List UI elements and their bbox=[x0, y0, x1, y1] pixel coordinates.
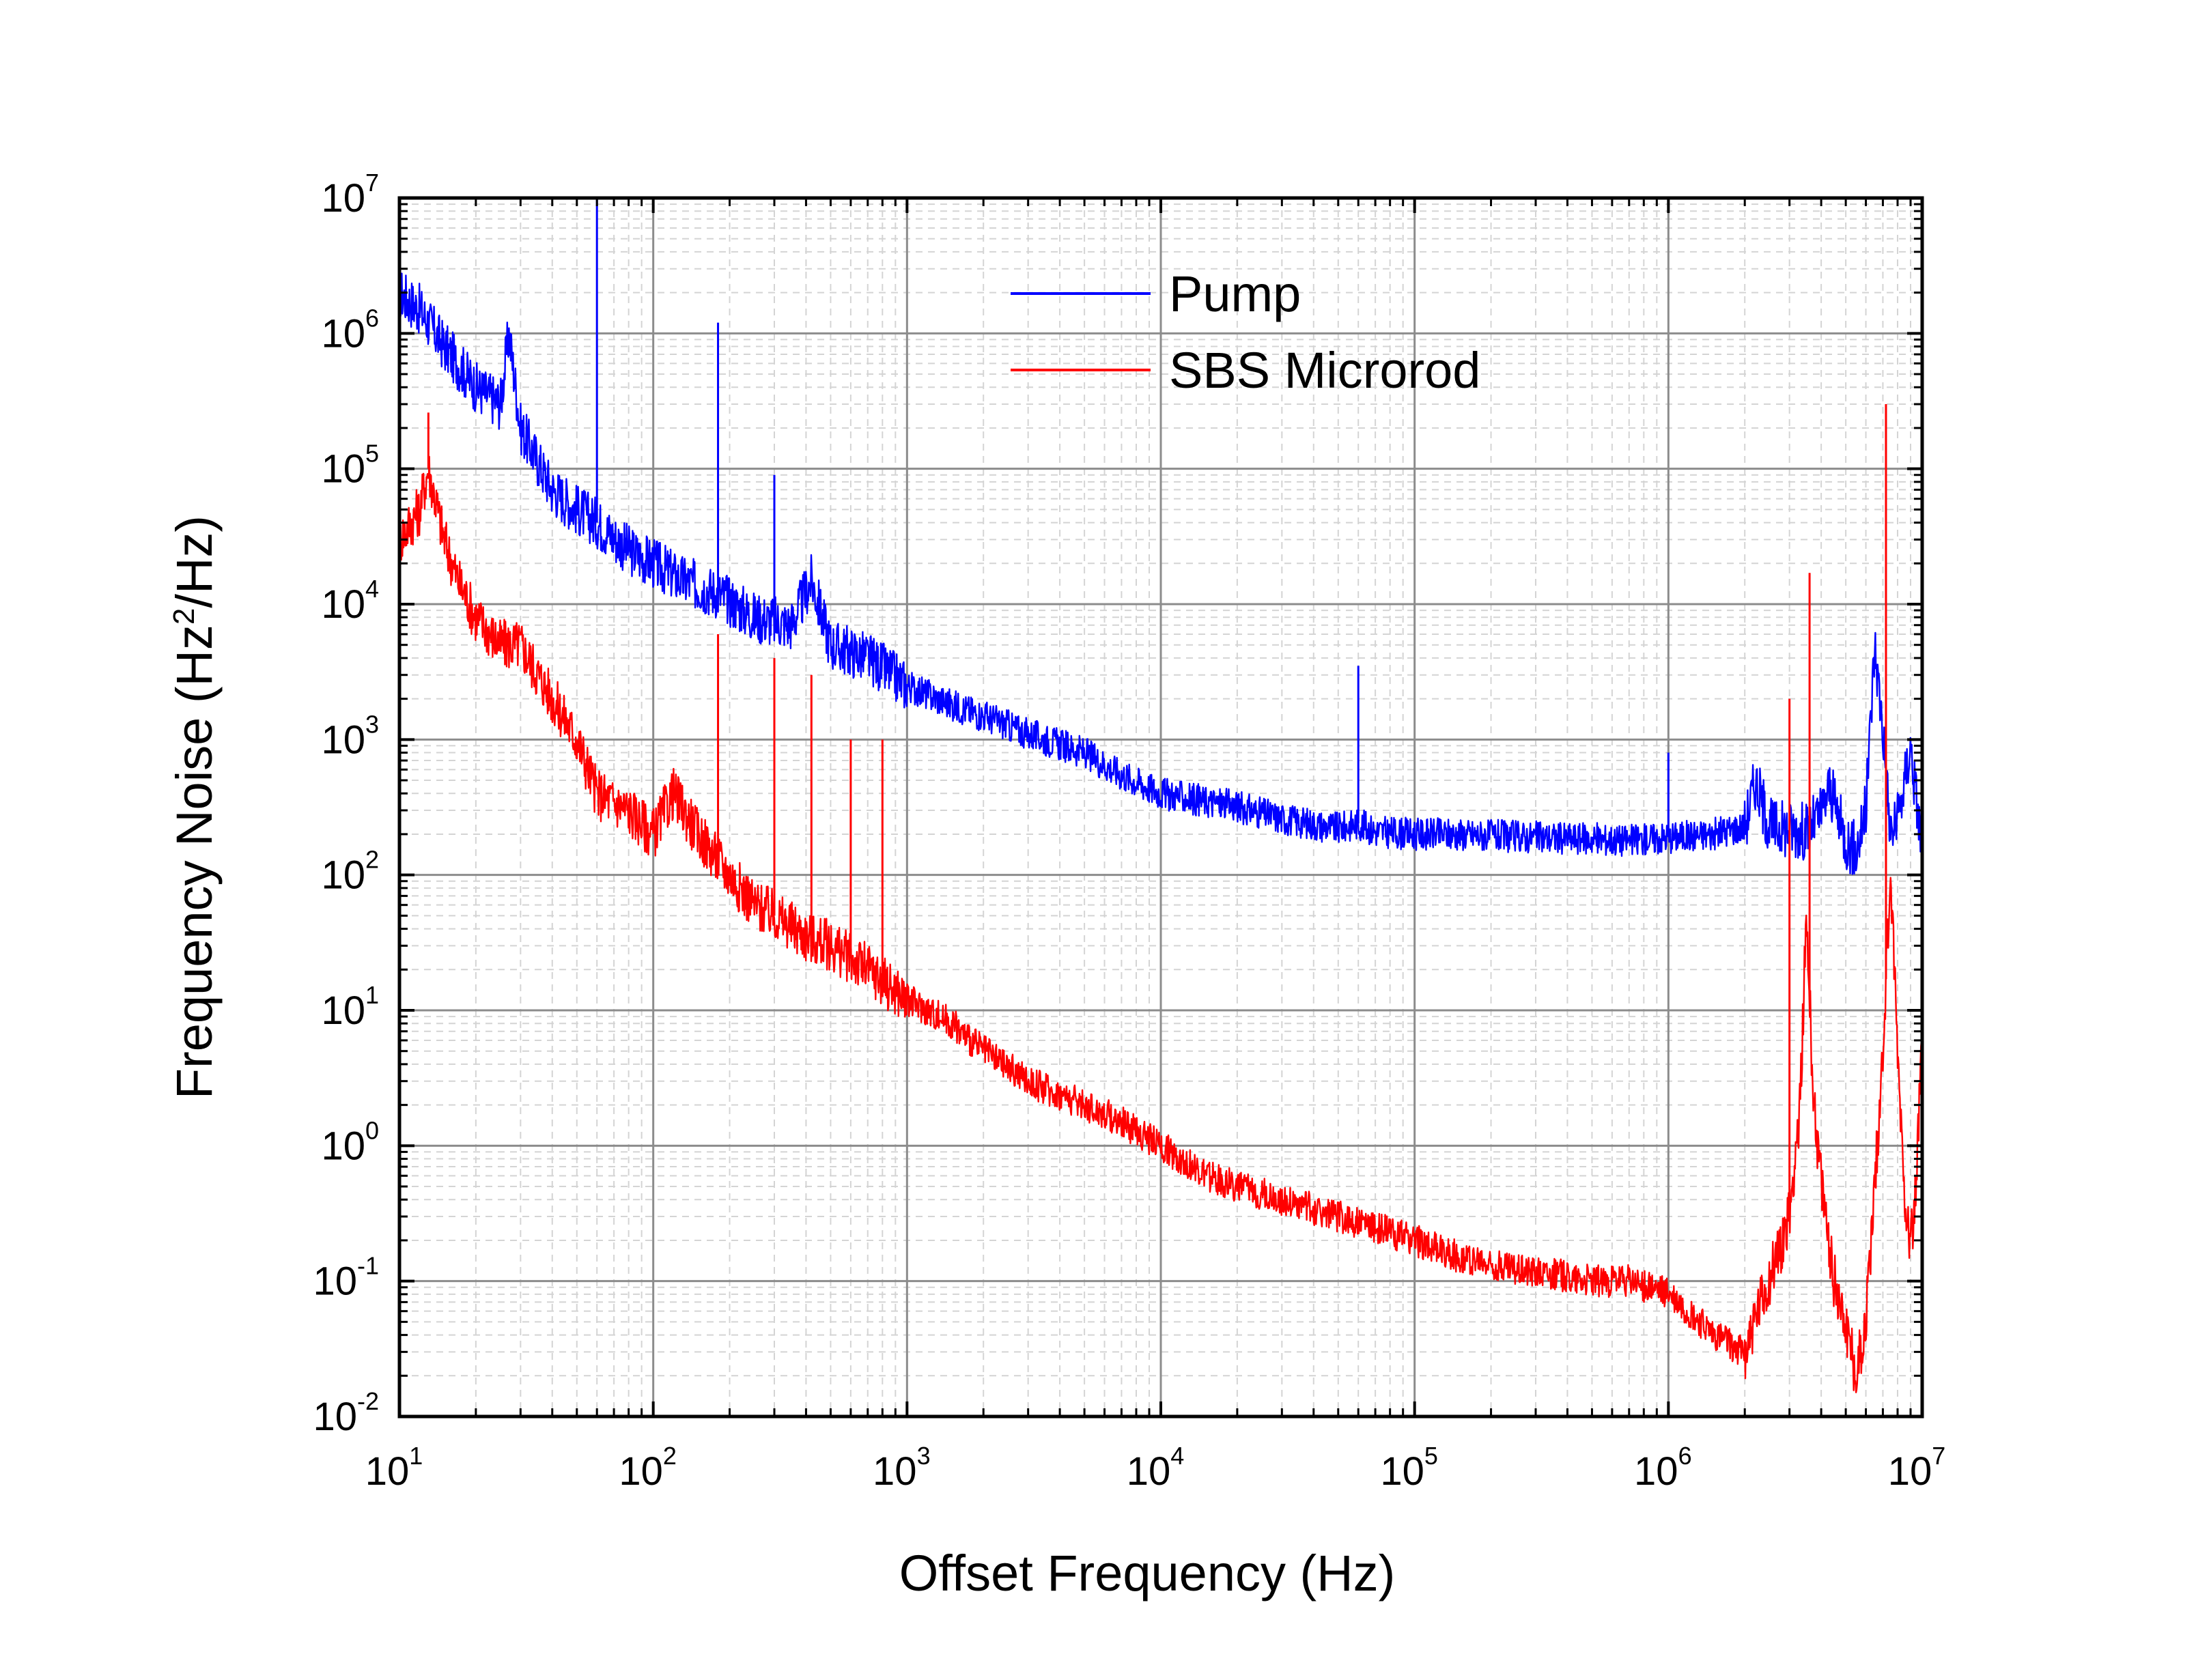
legend: Pump SBS Microrod bbox=[1011, 266, 1480, 399]
legend-label-pump: Pump bbox=[1169, 266, 1301, 322]
x-tick-label: 107 bbox=[1888, 1442, 1946, 1494]
x-tick-label: 104 bbox=[1127, 1442, 1185, 1494]
tick-labels: 101 102 103 104 105 106 107 10-2 10-1 100 101 102 10… bbox=[313, 169, 1945, 1494]
y-tick-label: 10-1 bbox=[313, 1252, 379, 1304]
ticks bbox=[398, 197, 1924, 1418]
legend-label-sbs-microrod: SBS Microrod bbox=[1169, 342, 1480, 399]
y-tick-label: 100 bbox=[321, 1116, 379, 1168]
y-tick-label: 105 bbox=[321, 440, 379, 492]
y-axis-title-suffix: /Hz) bbox=[166, 515, 223, 608]
x-tick-label: 105 bbox=[1380, 1442, 1438, 1494]
y-tick-label: 102 bbox=[321, 846, 379, 898]
y-tick-label: 104 bbox=[321, 575, 379, 627]
plot-area bbox=[399, 198, 1922, 1393]
y-tick-label: 10-2 bbox=[313, 1387, 379, 1439]
y-tick-label: 103 bbox=[321, 710, 379, 762]
x-tick-label: 106 bbox=[1634, 1442, 1692, 1494]
y-tick-label: 101 bbox=[321, 981, 379, 1033]
y-axis-title-sup: 2 bbox=[167, 608, 201, 625]
series-line-sbs-microrod bbox=[399, 455, 1922, 1393]
y-tick-label: 106 bbox=[321, 304, 379, 356]
x-tick-label: 103 bbox=[873, 1442, 931, 1494]
y-axis-title-prefix: Frequency Noise (Hz bbox=[166, 625, 223, 1099]
y-axis-title: Frequency Noise (Hz2/Hz) bbox=[166, 515, 223, 1099]
x-tick-label: 101 bbox=[365, 1442, 423, 1494]
y-tick-label: 107 bbox=[321, 169, 379, 220]
series-group bbox=[399, 198, 1922, 1393]
grid bbox=[398, 197, 1924, 1418]
x-axis-title: Offset Frequency (Hz) bbox=[899, 1545, 1396, 1601]
x-tick-label: 102 bbox=[619, 1442, 677, 1494]
